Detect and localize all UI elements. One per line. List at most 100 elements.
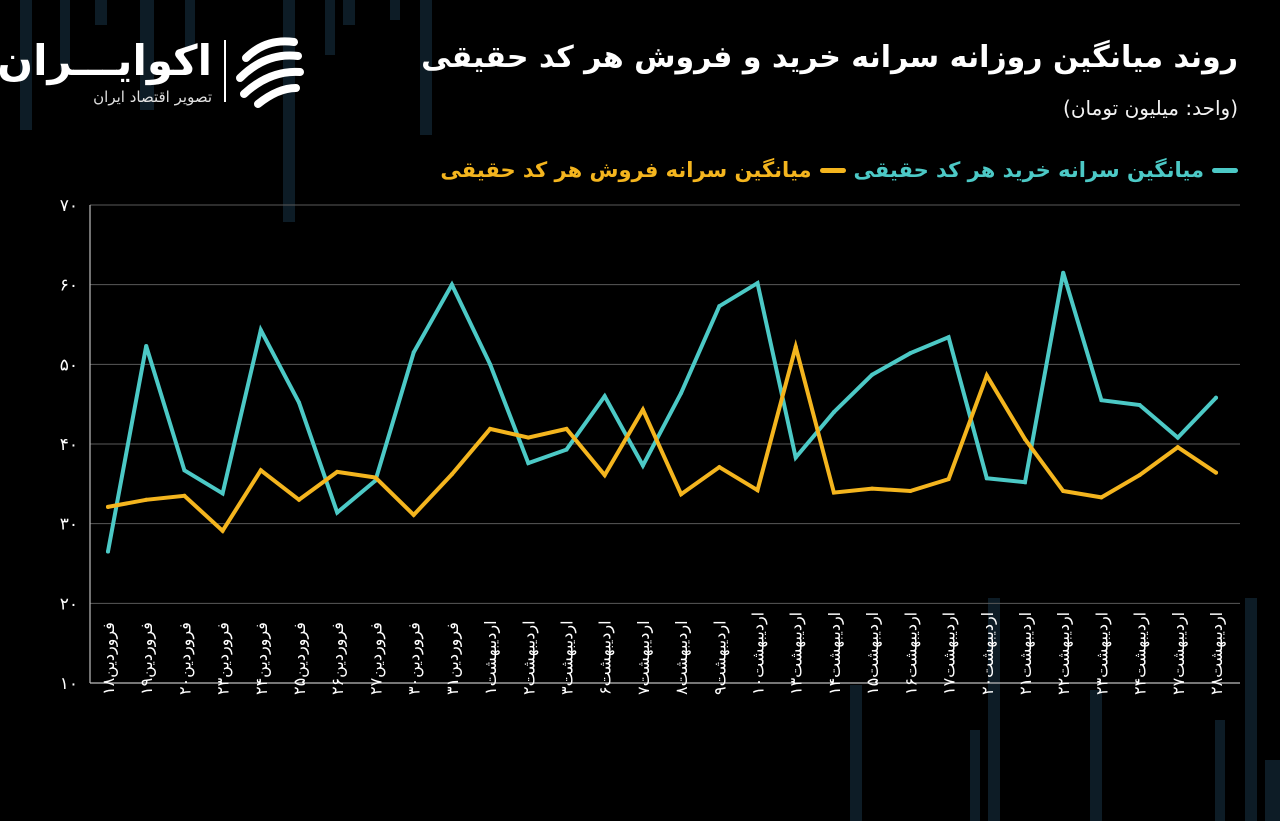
logo-divider	[224, 40, 226, 102]
x-tick-label: اردیبهشت۲۳	[1092, 612, 1112, 695]
x-tick-label: اردیبهشت۶	[596, 620, 616, 695]
data-point-buy	[488, 362, 493, 367]
series-line-sell	[106, 338, 1218, 534]
x-tick-label: اردیبهشت۳	[557, 620, 577, 695]
y-tick-label: ۲۰	[60, 594, 78, 614]
data-point-sell	[1214, 470, 1218, 475]
data-point-sell	[411, 512, 416, 517]
x-tick-label: اردیبهشت۲۷	[1169, 612, 1189, 695]
data-point-buy	[1061, 270, 1066, 275]
data-point-buy	[526, 461, 531, 466]
data-point-sell	[1061, 489, 1066, 494]
data-point-buy	[564, 447, 569, 452]
data-point-buy	[106, 549, 110, 554]
x-tick-label: اردیبهشت۲۱	[1016, 612, 1036, 695]
x-tick-label: اردیبهشت۲۲	[1054, 612, 1074, 695]
data-point-buy	[755, 281, 760, 286]
x-tick-label: اردیبهشت۲۴	[1131, 612, 1151, 695]
chart-grid	[90, 204, 1240, 604]
data-point-sell	[182, 493, 187, 498]
data-point-sell	[449, 472, 454, 477]
data-point-sell	[755, 488, 760, 493]
data-point-buy	[908, 351, 913, 356]
y-tick-label: ۳۰	[60, 515, 78, 535]
data-point-sell	[679, 492, 684, 497]
data-point-buy	[220, 491, 225, 496]
x-tick-label: فروردین۲۳	[214, 622, 234, 695]
logo-subtitle: تصویر اقتصاد ایران	[93, 88, 212, 106]
data-point-buy	[1214, 395, 1218, 400]
data-point-buy	[411, 350, 416, 355]
legend-swatch-buy	[1212, 167, 1238, 173]
data-point-sell	[526, 435, 531, 440]
x-tick-label: فروردین۲۵	[290, 622, 310, 695]
data-point-buy	[679, 391, 684, 396]
chart-axes: ۱۰ ۲۰ ۳۰ ۴۰ ۵۰ ۶۰ ۷۰ فروردین۱۸ فروردین۱۹ فروردین۲…	[60, 196, 1240, 695]
data-point-sell	[488, 426, 493, 431]
data-point-buy	[144, 344, 149, 349]
brand-logo: اکوایـــران تصویر اقتصاد ایران	[0, 30, 320, 110]
y-tick-label: ۱۰	[60, 674, 78, 694]
data-point-sell	[335, 469, 340, 474]
data-point-buy	[870, 372, 875, 377]
legend-swatch-sell	[819, 167, 846, 173]
x-tick-label: فروردین۲۴	[252, 622, 272, 695]
data-point-buy	[297, 400, 302, 405]
x-tick-label: فروردین۱۸	[99, 622, 119, 695]
data-point-buy	[793, 455, 798, 460]
data-point-sell	[984, 373, 989, 378]
data-point-buy	[449, 282, 454, 287]
legend-item-sell: میانگین سرانه فروش هر کد حقیقی	[440, 158, 846, 182]
y-tick-label: ۵۰	[60, 355, 78, 375]
legend-item-buy: میانگین سرانه خرید هر کد حقیقی	[854, 158, 1238, 182]
data-point-sell	[831, 490, 836, 495]
data-point-buy	[717, 304, 722, 309]
data-point-sell	[1175, 445, 1180, 450]
data-point-buy	[946, 335, 951, 340]
x-tick-label: اردیبهشت۱۵	[863, 612, 883, 695]
data-point-buy	[831, 410, 836, 415]
data-point-buy	[984, 476, 989, 481]
data-point-sell	[564, 426, 569, 431]
data-point-sell	[258, 468, 263, 473]
data-point-sell	[220, 528, 225, 533]
data-point-sell	[1099, 495, 1104, 500]
data-point-sell	[908, 489, 913, 494]
y-tick-label: ۶۰	[60, 276, 78, 296]
x-tick-label: اردیبهشت۱	[481, 620, 501, 695]
data-point-buy	[1137, 402, 1142, 407]
x-tick-label: اردیبهشت۹	[710, 620, 730, 695]
chart-unit-label: (واحد: میلیون تومان)	[1063, 96, 1238, 120]
chart-title: روند میانگین روزانه سرانه خرید و فروش هر…	[421, 40, 1238, 75]
data-point-buy	[1099, 398, 1104, 403]
data-point-sell	[1137, 473, 1142, 478]
x-tick-label: اردیبهشت۱۰	[749, 612, 769, 695]
data-point-sell	[640, 407, 645, 412]
data-point-buy	[182, 468, 187, 473]
data-point-buy	[1175, 435, 1180, 440]
data-point-sell	[106, 504, 110, 509]
x-tick-label: اردیبهشت۲۸	[1207, 612, 1227, 695]
x-tick-label: فروردین۲۰	[175, 622, 195, 695]
data-point-sell	[144, 497, 149, 502]
data-point-sell	[717, 465, 722, 470]
logo-name: اکوایـــران	[0, 36, 212, 85]
data-point-sell	[946, 477, 951, 482]
x-tick-label: اردیبهشت۱۴	[825, 612, 845, 695]
legend-label-sell: میانگین سرانه فروش هر کد حقیقی	[440, 158, 812, 182]
x-tick-label: فروردین۳۱	[443, 622, 463, 695]
data-point-buy	[258, 328, 263, 333]
chart-series	[106, 270, 1218, 554]
data-point-buy	[1022, 480, 1027, 485]
series-line-buy	[106, 272, 1218, 554]
x-tick-label: اردیبهشت۱۷	[940, 612, 960, 695]
x-tick-label: فروردین۱۹	[137, 622, 157, 695]
data-point-sell	[870, 486, 875, 491]
legend-label-buy: میانگین سرانه خرید هر کد حقیقی	[853, 158, 1204, 182]
data-point-sell	[1022, 437, 1027, 442]
x-tick-label: اردیبهشت۲۰	[978, 612, 998, 695]
x-tick-label: اردیبهشت۲	[519, 620, 539, 695]
ecoiran-logo-icon	[236, 37, 304, 108]
